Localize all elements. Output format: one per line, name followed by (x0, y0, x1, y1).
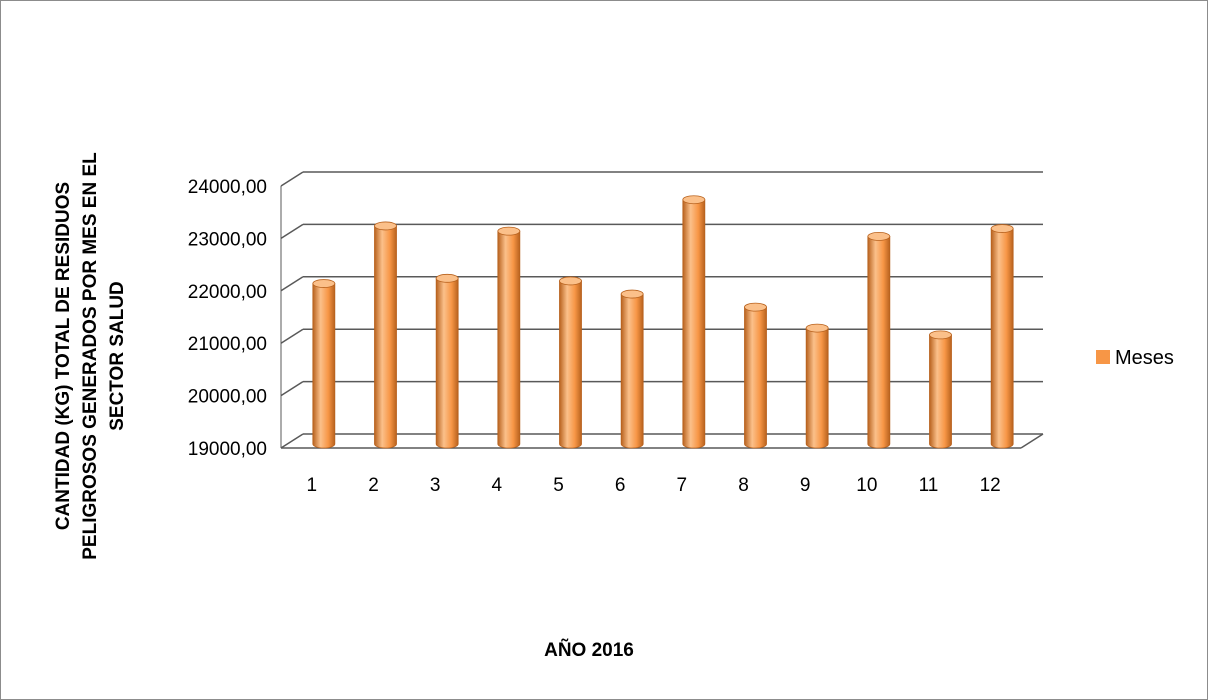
x-axis-title: AÑO 2016 (544, 639, 634, 661)
bar-body (312, 283, 336, 449)
gridline-depth (280, 380, 304, 397)
bar-top (435, 273, 459, 283)
bar-top (990, 224, 1014, 233)
x-tick-label: 10 (856, 475, 877, 496)
legend-swatch (1096, 350, 1110, 364)
x-tick-label: 6 (615, 475, 626, 496)
bar (374, 221, 397, 449)
y-axis-title: CANTIDAD (KG) TOTAL DE RESIDUOS PELIGROSO… (53, 152, 128, 560)
bar-top (620, 289, 644, 299)
bar-body (990, 228, 1014, 449)
bar-top (867, 231, 891, 241)
bar (867, 231, 891, 449)
bar (497, 226, 521, 449)
bar-top (744, 302, 767, 312)
x-tick-label: 5 (553, 475, 564, 496)
bar-body (682, 199, 706, 449)
bar-top (682, 195, 706, 205)
bar-body (805, 327, 829, 449)
bar (312, 279, 336, 449)
y-tick-label: 19000,00 (188, 439, 267, 460)
bar-top (312, 279, 336, 288)
y-axis-title-line: CANTIDAD (KG) TOTAL DE RESIDUOS (53, 182, 74, 530)
x-tick-label: 1 (307, 475, 318, 496)
x-tick-label: 7 (677, 475, 688, 496)
y-tick-label: 21000,00 (188, 334, 267, 355)
gridline-depth (280, 171, 304, 187)
bar (744, 302, 767, 449)
x-tick-label: 11 (919, 475, 939, 496)
bar-top (559, 276, 582, 286)
bar-body (435, 277, 459, 449)
bar-top (497, 226, 521, 236)
gridline-depth (280, 433, 304, 449)
gridline-depth (280, 223, 304, 240)
y-tick-label: 20000,00 (188, 387, 267, 408)
y-axis-title-line: PELIGROSOS GENERADOS POR MES EN EL (80, 152, 101, 560)
bar-top (805, 323, 829, 333)
bar-body (374, 225, 397, 449)
bar (559, 276, 582, 449)
bar-body (559, 280, 582, 449)
x-tick-label: 8 (738, 475, 749, 496)
x-tick-label: 4 (492, 475, 503, 496)
bar-body (929, 334, 952, 449)
bar (929, 330, 952, 449)
x-tick-label: 12 (980, 475, 1001, 496)
bar (435, 273, 459, 449)
gridline-depth (280, 328, 304, 344)
bar-body (620, 293, 644, 449)
bar (620, 289, 644, 449)
bar (990, 224, 1014, 449)
y-axis-title-line: SECTOR SALUD (107, 281, 128, 431)
y-tick-label: 24000,00 (188, 177, 267, 198)
x-tick-label: 9 (800, 475, 811, 496)
bar-body (497, 230, 521, 449)
bar-top (929, 330, 952, 340)
bar-top (374, 221, 397, 231)
bar (682, 195, 706, 449)
bar (805, 323, 829, 449)
gridline-depth (280, 276, 304, 292)
y-tick-label: 22000,00 (188, 282, 267, 303)
floor-edge-depth (1020, 433, 1044, 449)
y-tick-label: 23000,00 (188, 229, 267, 250)
x-tick-label: 3 (430, 475, 441, 496)
legend-label: Meses (1115, 347, 1174, 369)
bar-body (867, 236, 891, 449)
x-tick-label: 2 (368, 475, 379, 496)
bar-body (744, 306, 767, 449)
